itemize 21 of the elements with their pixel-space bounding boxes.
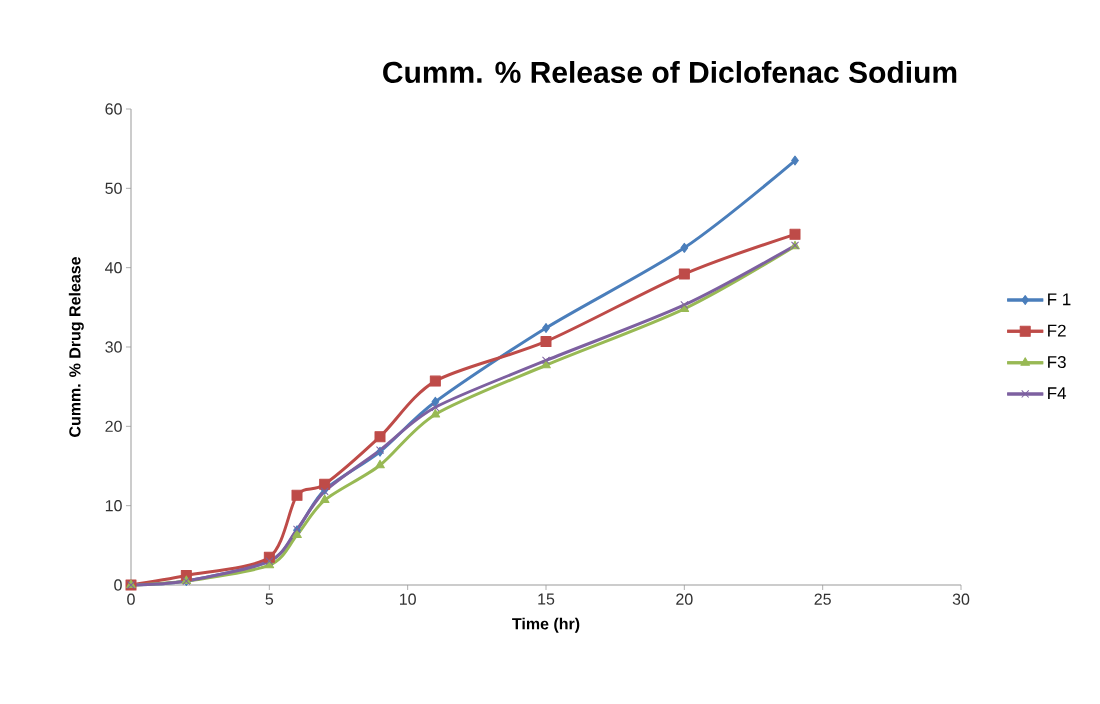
x-tick-label: 0 <box>127 593 135 605</box>
x-tick-label: 10 <box>400 593 416 605</box>
legend-label: F4 <box>1048 387 1067 400</box>
x-axis-title: Time (hr) <box>512 617 580 633</box>
y-axis-title: Cumm. % Drug Release <box>68 257 84 437</box>
y-tick-label: 60 <box>105 103 122 115</box>
x-tick-label: 5 <box>265 593 274 605</box>
y-tick-label: 20 <box>105 420 122 432</box>
chart-title: Cumm. % Release of Diclofenac Sodium <box>383 60 957 84</box>
legend-label: F 1 <box>1048 293 1071 306</box>
x-tick-label: 15 <box>538 593 555 605</box>
x-tick-label: 30 <box>952 593 970 605</box>
x-tick-label: 25 <box>814 593 831 605</box>
y-tick-label: 10 <box>105 500 122 512</box>
legend-label: F2 <box>1048 324 1066 337</box>
y-tick-label: 30 <box>105 341 122 353</box>
legend-label: F3 <box>1048 356 1066 369</box>
x-tick-label: 20 <box>676 593 693 605</box>
y-tick-label: 0 <box>114 579 122 591</box>
y-tick-label: 50 <box>105 182 122 194</box>
y-tick-label: 40 <box>105 262 122 274</box>
